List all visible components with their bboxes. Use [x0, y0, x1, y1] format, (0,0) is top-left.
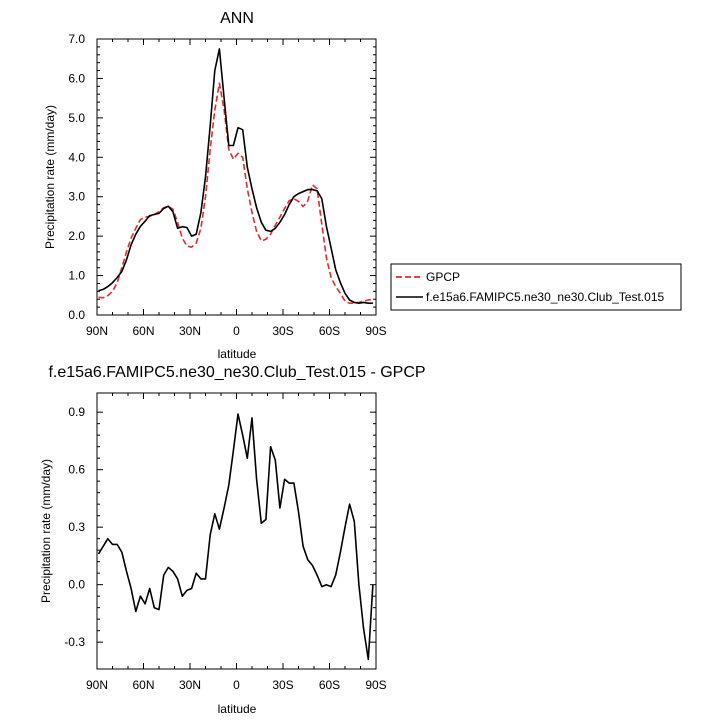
- chart-annual-precip: ANN 90N 60N 30N 0 30S 60S 90S 0.0 1.0 2.0 3.0 4.0 5.…: [43, 10, 387, 361]
- plot-frame: [96, 392, 377, 670]
- x-tick-label: 30N: [179, 324, 201, 338]
- y-tick-label: 0.9: [68, 405, 85, 419]
- y-axis-label: Precipitation rate (mm/day): [39, 459, 53, 603]
- y-tick-label: 1.0: [68, 269, 85, 283]
- series-group: [98, 48, 374, 305]
- series-line-0: [98, 82, 374, 305]
- x-tick-label: 60N: [132, 678, 154, 692]
- series-line-0: [97, 413, 374, 661]
- y-tick-label: 0.6: [68, 463, 85, 477]
- x-tick-label: 60N: [132, 324, 154, 338]
- x-tick-label: 60S: [319, 678, 340, 692]
- chart-title: ANN: [220, 10, 254, 27]
- x-tick-label: 30N: [179, 678, 201, 692]
- legend-box: [390, 263, 682, 311]
- x-axis-label: latitude: [218, 702, 257, 716]
- x-tick-label: 90S: [365, 324, 386, 338]
- x-tick-label: 90N: [86, 324, 108, 338]
- legend-label-gpcp: GPCP: [426, 270, 460, 284]
- y-tick-label: 0.0: [68, 308, 85, 322]
- y-tick-label: 5.0: [68, 111, 85, 125]
- x-tick-label: 60S: [319, 324, 340, 338]
- chart-title: f.e15a6.FAMIPC5.ne30_ne30.Club_Test.015 …: [48, 364, 425, 381]
- x-tick-label: 30S: [272, 324, 293, 338]
- y-tick-label: 3.0: [68, 190, 85, 204]
- x-tick-label: 90S: [365, 678, 386, 692]
- chart-difference: f.e15a6.FAMIPC5.ne30_ne30.Club_Test.015 …: [39, 364, 426, 716]
- y-axis-label: Precipitation rate (mm/day): [43, 105, 57, 249]
- y-tick-label: 0.0: [68, 578, 85, 592]
- y-tick-label: 7.0: [68, 32, 85, 46]
- series-group: [97, 413, 374, 661]
- x-tick-label: 0: [233, 678, 240, 692]
- axis-ticks: 90N 60N 30N 0 30S 60S 90S -0.3 0.0 0.3 0.6 0.9: [64, 393, 387, 692]
- y-tick-label: -0.3: [64, 635, 85, 649]
- y-tick-label: 2.0: [68, 229, 85, 243]
- x-tick-label: 0: [233, 324, 240, 338]
- y-tick-label: 4.0: [68, 150, 85, 164]
- legend: GPCP f.e15a6.FAMIPC5.ne30_ne30.Club_Test…: [390, 263, 682, 311]
- x-axis-label: latitude: [218, 347, 257, 361]
- y-tick-label: 0.3: [68, 520, 85, 534]
- y-tick-label: 6.0: [68, 71, 85, 85]
- x-tick-label: 90N: [86, 678, 108, 692]
- series-line-1: [98, 48, 373, 305]
- plot-frame: [96, 38, 377, 316]
- legend-label-model: f.e15a6.FAMIPC5.ne30_ne30.Club_Test.015: [426, 290, 664, 304]
- x-tick-label: 30S: [272, 678, 293, 692]
- axis-ticks: 90N 60N 30N 0 30S 60S 90S 0.0 1.0 2.0 3.0 4.0 5.0 6.0…: [68, 32, 386, 338]
